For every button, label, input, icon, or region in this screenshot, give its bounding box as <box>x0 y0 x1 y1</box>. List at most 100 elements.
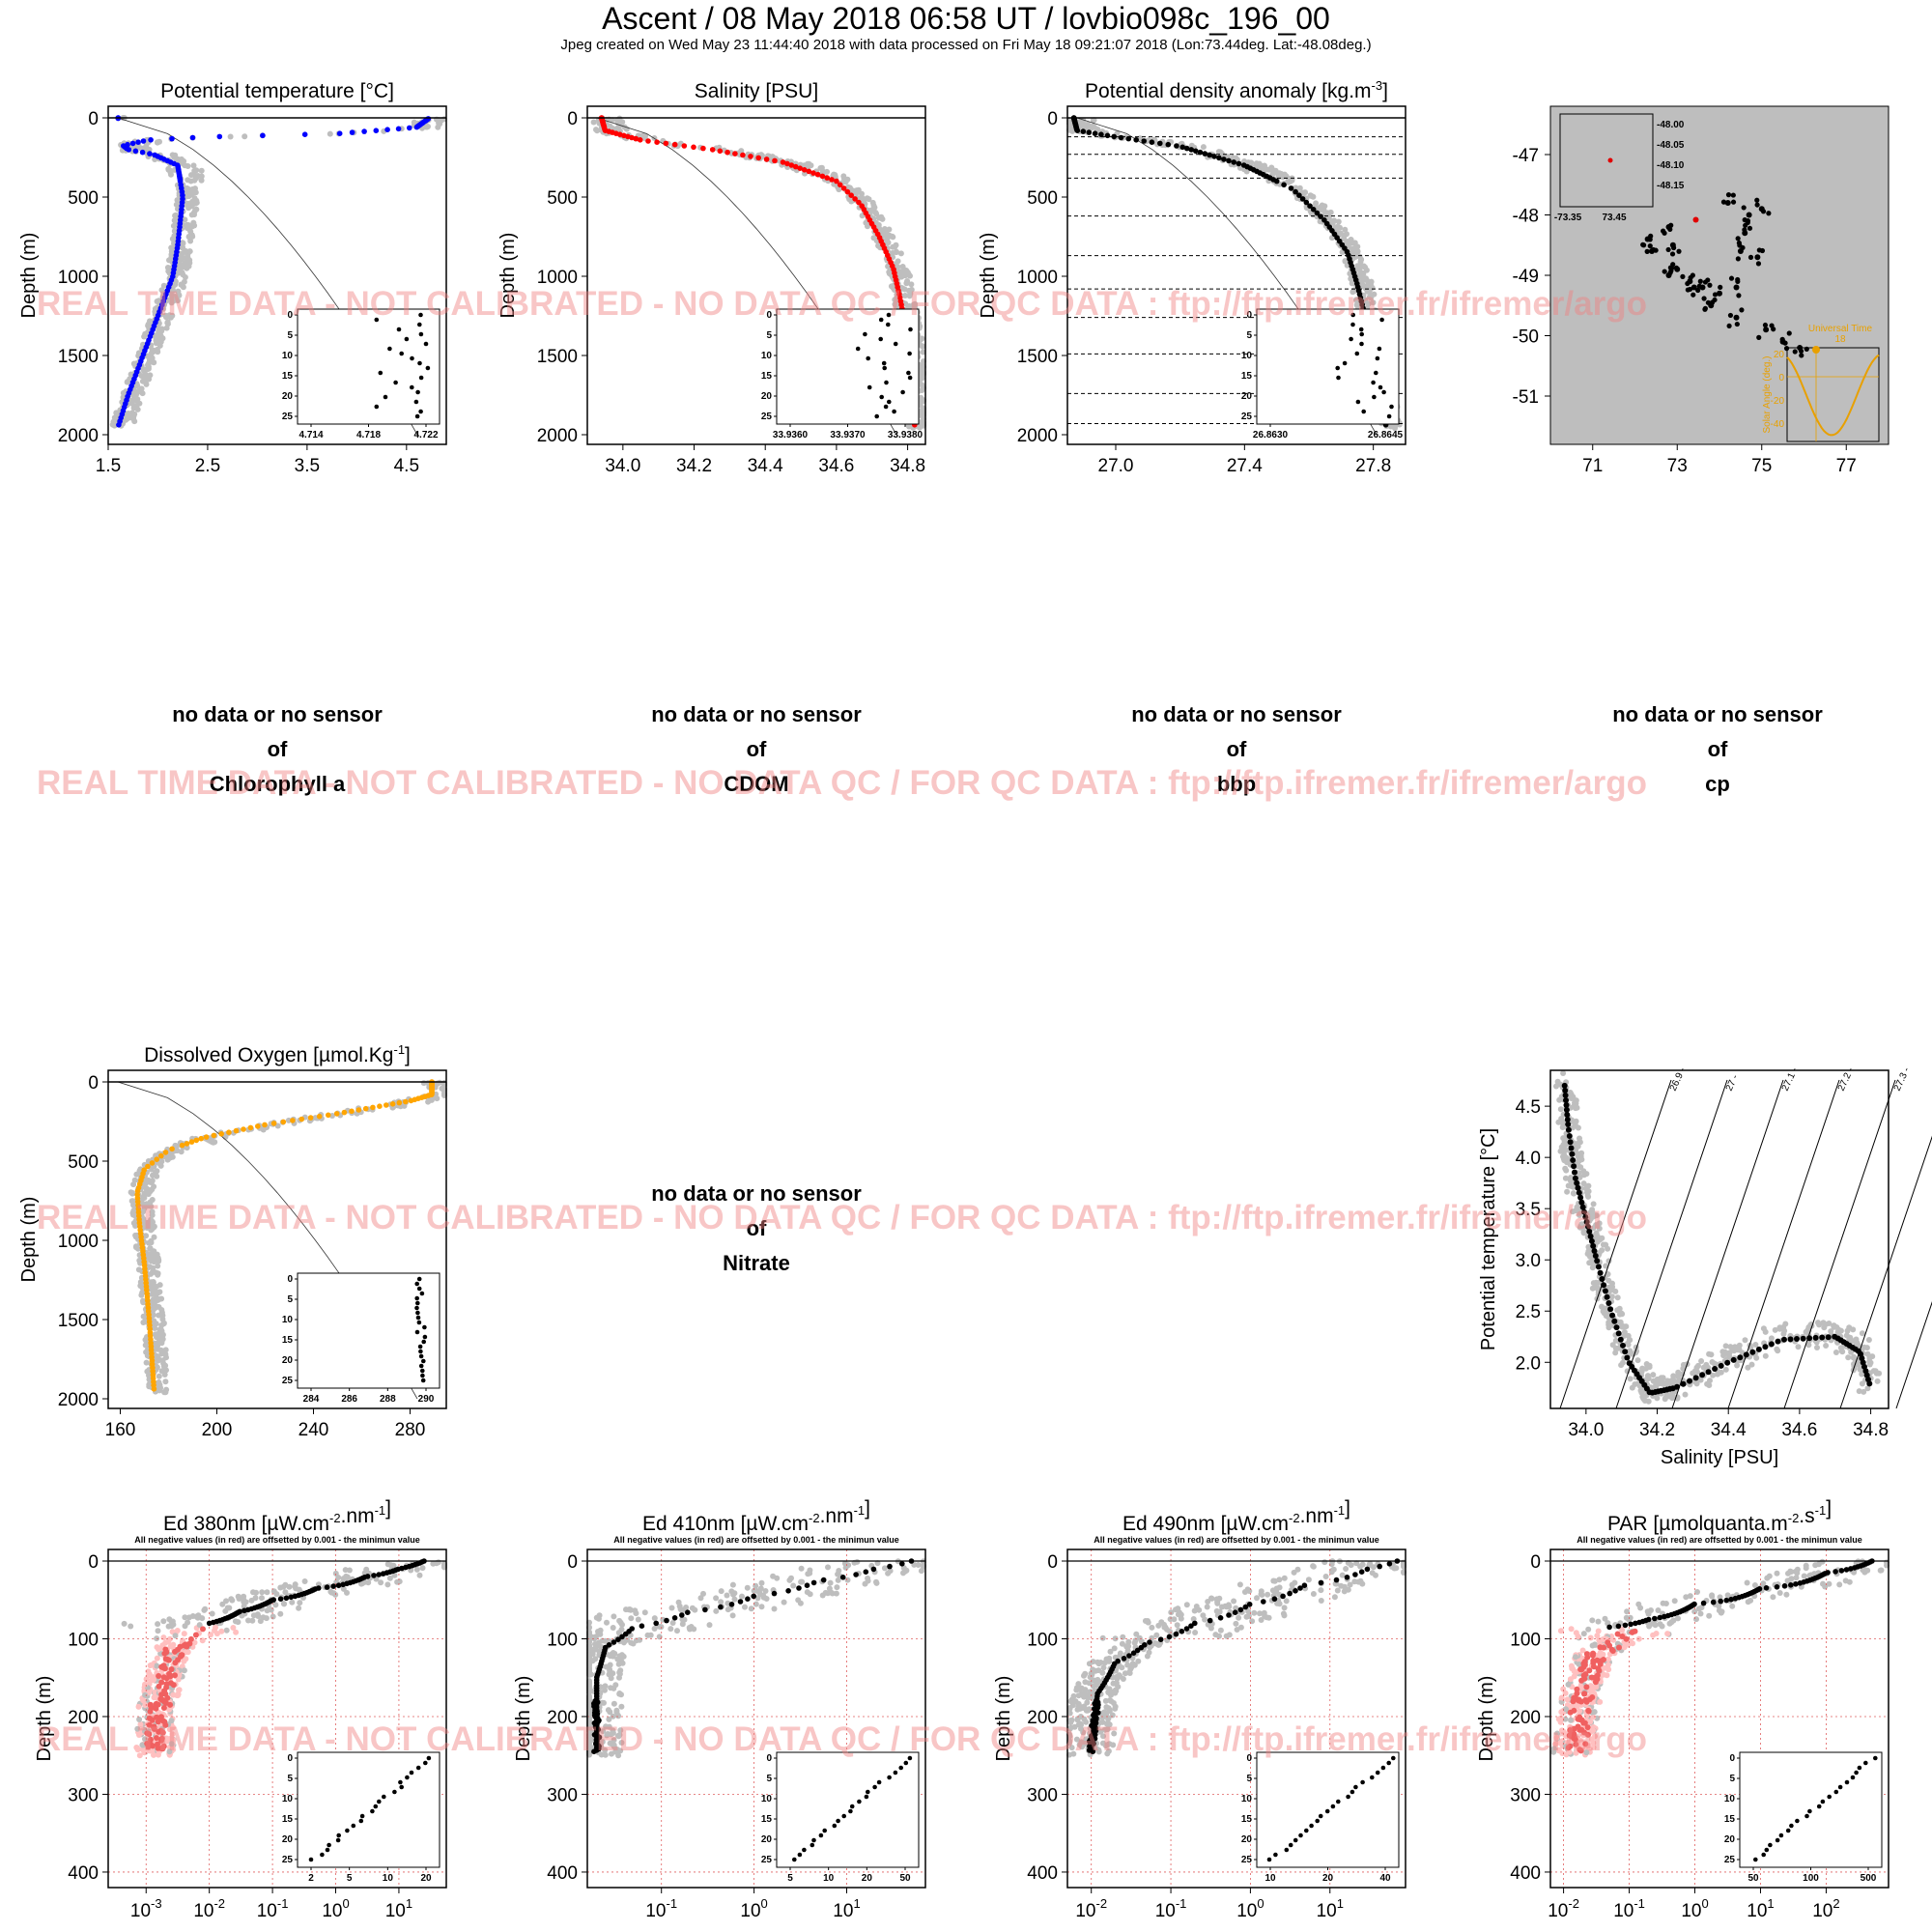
history-point <box>1831 1322 1837 1329</box>
history-point <box>145 321 152 327</box>
ts-point <box>1579 1204 1586 1210</box>
history-point <box>911 302 918 309</box>
y-tick-label: -51 <box>1513 387 1539 408</box>
trajectory-point <box>1747 254 1754 260</box>
trajectory-point <box>1739 307 1745 313</box>
y-tick-label: 1000 <box>58 1232 99 1252</box>
profile-point <box>408 1097 414 1104</box>
inset-point <box>863 331 867 337</box>
history-point <box>145 1177 152 1183</box>
negative-point <box>160 1705 167 1711</box>
history-point <box>151 359 157 366</box>
history-point <box>1580 1180 1587 1187</box>
history-point <box>788 1575 794 1581</box>
history-point <box>128 1623 134 1630</box>
trajectory-point <box>1696 283 1702 289</box>
history-point <box>230 1625 237 1631</box>
history-point <box>886 269 893 275</box>
history-point <box>156 1282 163 1289</box>
history-point <box>1563 1167 1570 1174</box>
isopycnal-label: 27.3 - <box>1892 1065 1913 1093</box>
history-point <box>748 1605 754 1612</box>
trajectory-point <box>1725 192 1732 198</box>
history-point <box>1670 1373 1677 1379</box>
profile-point <box>1165 141 1172 148</box>
profile-point <box>129 140 136 147</box>
history-point <box>724 1606 731 1613</box>
history-point <box>1845 1354 1852 1361</box>
history-point <box>1752 1342 1759 1348</box>
profile-point <box>298 1116 305 1122</box>
profile-point <box>1086 129 1093 135</box>
history-point <box>1362 283 1369 290</box>
history-point <box>1557 1106 1564 1113</box>
history-point <box>281 1601 288 1607</box>
trajectory-point <box>1733 284 1740 291</box>
history-point <box>1722 1366 1729 1373</box>
history-point <box>168 171 174 178</box>
panel-title: Potential density anomaly [kg.m-3] <box>1085 78 1388 102</box>
inset-y-tick-label: 10 <box>282 1794 294 1804</box>
history-point <box>257 1618 264 1625</box>
x-tick-label: 3.5 <box>295 456 320 476</box>
inset-point <box>383 394 388 400</box>
history-point <box>176 292 183 298</box>
history-point <box>1805 1342 1812 1349</box>
history-point <box>1682 1391 1689 1398</box>
profile-point <box>1281 182 1287 188</box>
history-point <box>697 1595 704 1602</box>
history-point <box>1603 1263 1609 1269</box>
profile-point <box>717 148 724 155</box>
ts-point <box>1607 1306 1614 1313</box>
history-point <box>790 1582 797 1589</box>
profile-point <box>702 1606 708 1613</box>
history-point <box>285 1117 292 1123</box>
history-point <box>1593 1230 1600 1236</box>
history-point <box>140 1697 147 1704</box>
history-point <box>904 270 911 275</box>
history-point <box>148 1222 155 1229</box>
history-point <box>149 1269 156 1276</box>
inset-point <box>415 389 420 395</box>
history-point <box>1795 1344 1802 1350</box>
history-point <box>213 1631 220 1637</box>
history-point <box>1589 1258 1595 1264</box>
history-point <box>633 1610 639 1617</box>
history-point <box>689 1605 696 1611</box>
profile-point <box>169 1146 175 1152</box>
panel-title: Ed 410nm [µW.cm-2.nm-1] <box>642 1497 870 1535</box>
no-data-param: cp <box>1705 772 1730 796</box>
profile-point <box>637 137 643 143</box>
trajectory-point <box>1756 334 1762 340</box>
profile-point <box>870 1566 877 1573</box>
ts-point <box>1687 1378 1692 1384</box>
profile-point <box>671 141 678 148</box>
plot-frame <box>107 105 447 445</box>
x-tick-label: 10-1 <box>257 1896 289 1921</box>
history-point <box>151 1694 157 1701</box>
history-point <box>1368 292 1375 298</box>
ts-point <box>1613 1324 1620 1331</box>
no-data-line1: no data or no sensor <box>651 1181 862 1206</box>
profile-point <box>341 1109 348 1116</box>
profile-point <box>148 137 154 143</box>
plot-frame <box>586 105 926 445</box>
history-point <box>130 1202 136 1208</box>
history-point <box>156 1373 162 1379</box>
history-point <box>1272 167 1279 174</box>
history-point <box>1634 1357 1641 1364</box>
history-point <box>181 1631 187 1637</box>
ts-point <box>1605 1300 1612 1306</box>
solar-hour-label: 18 <box>1834 334 1846 345</box>
inset-point <box>420 1378 426 1383</box>
ts-point <box>1572 1175 1578 1181</box>
profile-point <box>149 1160 156 1166</box>
trajectory-point <box>1680 273 1686 279</box>
no-data-line2: of <box>268 737 288 761</box>
profile-point <box>389 1101 396 1107</box>
inset-point <box>393 380 398 385</box>
y-tick-label: -50 <box>1513 327 1539 348</box>
history-point <box>1618 1310 1625 1317</box>
ts-point <box>1615 1330 1622 1337</box>
inset-x-tick-label: 33.9380 <box>888 430 923 440</box>
